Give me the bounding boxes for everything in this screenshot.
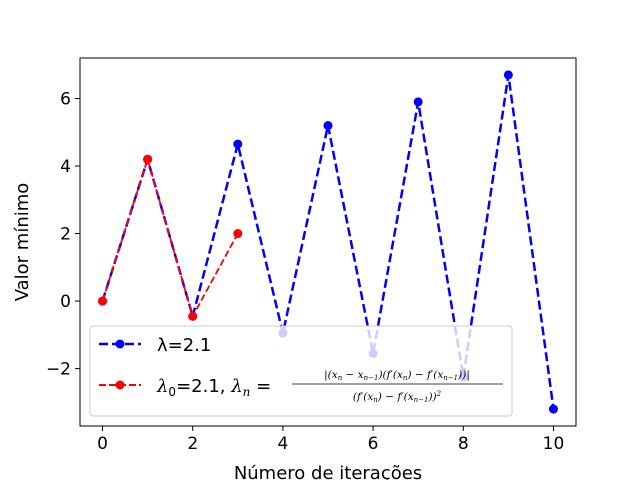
- data-point-blue: [548, 404, 558, 414]
- legend-marker-blue: [115, 339, 125, 349]
- legend-label-blue: λ=2.1: [157, 335, 211, 356]
- data-point-red: [233, 229, 243, 239]
- svg-text:λ0=2.1, λn =: λ0=2.1, λn =: [156, 376, 271, 399]
- x-axis-label: Número de iterações: [234, 463, 422, 480]
- axes-layer: 0 2 4 6 8 10 −2 0 2 4 6: [46, 90, 564, 454]
- x-tick-label: 4: [277, 434, 288, 454]
- data-point-blue: [503, 70, 513, 80]
- plot-area-frame: [79, 57, 577, 427]
- y-tick-label: 2: [60, 225, 71, 245]
- series-line-red: [101, 156, 239, 319]
- y-axis-label: Valor mínimo: [12, 183, 33, 302]
- legend-fraction-numerator: |(xn − xn−1)(f′(xn) − f′(xn−1))|: [324, 369, 470, 382]
- legend-label-red: λ0=2.1, λn = |(xn − xn−1)(f′(xn) − f′(xn…: [156, 369, 503, 404]
- y-tick-label: 0: [60, 292, 71, 312]
- y-tick-label: −2: [46, 360, 71, 380]
- data-point-red: [143, 154, 153, 164]
- x-tick-label: 6: [368, 434, 379, 454]
- data-point-red: [188, 311, 198, 321]
- x-tick-label: 8: [458, 434, 469, 454]
- y-tick-label: 4: [60, 157, 71, 177]
- data-point-red: [98, 296, 108, 306]
- legend-fraction-denominator: (f′(xn) − f′(xn−1))2: [353, 390, 442, 404]
- data-point-blue: [323, 121, 333, 131]
- legend-box: [89, 325, 513, 417]
- x-tick-label: 10: [543, 434, 565, 454]
- y-tick-label: 6: [60, 90, 71, 110]
- data-point-blue: [413, 97, 423, 107]
- x-tick-label: 2: [187, 434, 198, 454]
- legend: λ=2.1 λ0=2.1, λn = |(xn − xn−1)(f′(xn) −…: [89, 325, 513, 417]
- x-tick-label: 0: [97, 434, 108, 454]
- legend-marker-red: [115, 380, 125, 390]
- data-point-blue: [233, 139, 243, 149]
